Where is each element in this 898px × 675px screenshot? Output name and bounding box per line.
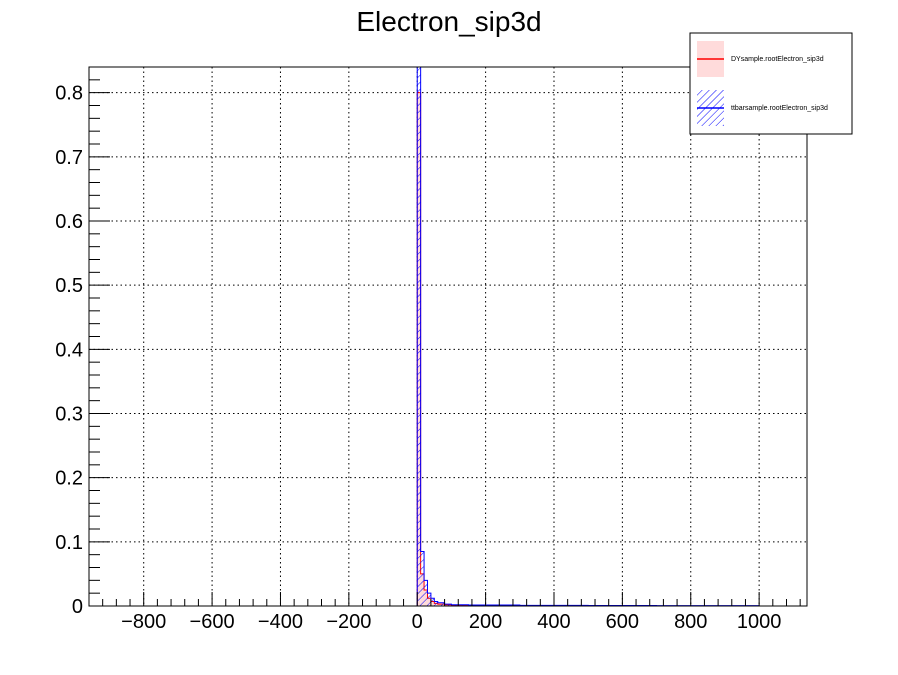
histogram-bin xyxy=(427,593,431,606)
histogram-bin xyxy=(430,598,435,606)
histogram-bin xyxy=(417,67,421,606)
x-tick-label: −200 xyxy=(326,611,371,633)
legend-label: DYsample.rootElectron_sip3d xyxy=(731,56,824,63)
x-tick-label: 0 xyxy=(412,611,423,633)
plot-frame xyxy=(89,67,807,606)
histogram-bin xyxy=(424,580,428,606)
x-tick-label: 200 xyxy=(469,611,502,633)
chart-title: Electron_sip3d xyxy=(356,6,541,37)
axes: −800 −600 −400 −200 0 200 400 600 800 1000 0 0.1 0.2… xyxy=(55,66,801,633)
x-tick-label: −800 xyxy=(121,611,166,633)
y-tick-label: 0.5 xyxy=(55,275,83,297)
y-tick-label: 0.4 xyxy=(55,339,83,361)
legend-entry: ttbarsample.rootElectron_sip3d xyxy=(697,90,828,126)
y-tick-label: 0.2 xyxy=(55,468,83,490)
y-tick-label: 0.6 xyxy=(55,211,83,233)
x-tick-label: −600 xyxy=(190,611,235,633)
histogram-bin xyxy=(451,604,469,606)
legend: DYsample.rootElectron_sip3d ttbarsample.r… xyxy=(689,32,853,135)
y-tick-label: 0.3 xyxy=(55,404,83,426)
y-tick-label: 0.8 xyxy=(55,83,83,105)
histogram-bin xyxy=(420,551,425,606)
x-tick-label: 600 xyxy=(606,611,639,633)
y-tick-label: 0.1 xyxy=(55,532,83,554)
histogram-bin xyxy=(444,604,452,606)
plot-border xyxy=(88,66,808,607)
x-tick-label: 800 xyxy=(674,611,707,633)
legend-label: ttbarsample.rootElectron_sip3d xyxy=(731,105,828,112)
histogram-bin xyxy=(434,601,438,606)
x-tick-label: 400 xyxy=(537,611,570,633)
x-tick-label: 1000 xyxy=(737,611,782,633)
legend-entry: DYsample.rootElectron_sip3d xyxy=(697,41,824,77)
x-tick-label: −400 xyxy=(258,611,303,633)
histogram-bin xyxy=(437,602,445,606)
y-tick-label: 0.7 xyxy=(55,147,83,169)
y-tick-label: 0 xyxy=(72,596,83,618)
